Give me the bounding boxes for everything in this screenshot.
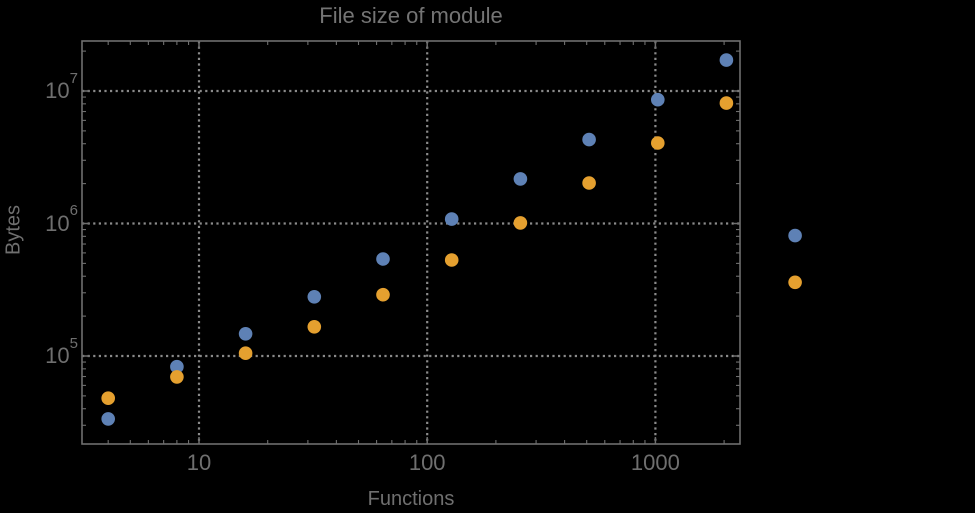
y-axis-label: Bytes [2,204,25,256]
data-point-blue-series-x1024 [651,92,665,107]
data-point-blue-series-x4096 [788,228,802,243]
data-point-blue-series-x2048 [719,53,734,67]
data-point-orange-series-x8 [170,370,184,384]
data-point-blue-series-x16 [238,327,253,341]
data-point-blue-series-x256 [513,172,528,186]
data-point-orange-series-x2048 [719,96,734,110]
data-point-orange-series-x4 [101,391,115,406]
x-axis-label: Functions [367,488,455,510]
data-point-orange-series-x16 [238,346,253,361]
data-point-blue-series-x8 [170,359,184,374]
chart-title: File size of module [319,3,503,28]
data-point-orange-series-x1024 [651,136,665,150]
data-point-orange-series-x4096 [788,275,802,290]
data-point-blue-series-x4 [101,412,115,426]
data-point-orange-series-x32 [307,320,322,334]
data-point-orange-series-x128 [444,253,459,267]
data-point-blue-series-x32 [307,290,322,304]
x-tick-label: 10 [186,450,212,475]
data-point-orange-series-x256 [513,216,528,230]
x-tick-label: 100 [408,450,446,475]
plot-frame [81,40,741,445]
x-tick-label: 1000 [630,450,680,475]
data-point-orange-series-x64 [376,287,390,302]
y-tick-label: 106 [45,202,78,236]
y-tick-label: 107 [45,69,78,103]
y-tick-label: 105 [45,334,78,368]
data-point-blue-series-x64 [376,252,390,266]
data-point-orange-series-x512 [582,176,596,190]
data-point-blue-series-x128 [444,212,459,226]
data-point-blue-series-x512 [582,132,596,147]
